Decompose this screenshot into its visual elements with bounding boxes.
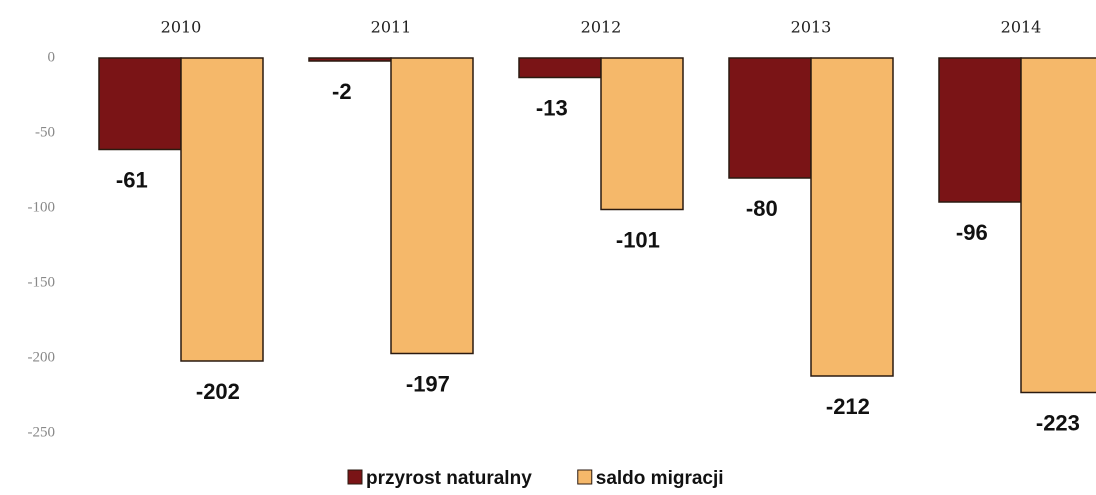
bar bbox=[390, 57, 474, 355]
data-label: -13 bbox=[536, 95, 568, 120]
legend-swatch bbox=[347, 469, 363, 485]
data-label: -223 bbox=[1036, 410, 1080, 435]
data-label: -96 bbox=[956, 220, 988, 245]
data-label: -101 bbox=[616, 227, 660, 252]
legend-label: saldo migracji bbox=[596, 468, 724, 489]
y-tick-label: -50 bbox=[35, 124, 55, 140]
y-tick-label: -250 bbox=[28, 424, 56, 440]
x-tick-label: 2013 bbox=[791, 18, 832, 37]
bar bbox=[1020, 57, 1096, 394]
y-tick-label: -200 bbox=[28, 349, 56, 365]
x-tick-label: 2010 bbox=[161, 18, 202, 37]
y-tick-label: -100 bbox=[28, 199, 56, 215]
data-label: -61 bbox=[116, 167, 148, 192]
x-tick-label: 2014 bbox=[1001, 18, 1042, 37]
y-tick-label: 0 bbox=[48, 49, 56, 65]
data-label: -202 bbox=[196, 379, 240, 404]
bar bbox=[180, 57, 264, 362]
bar bbox=[308, 57, 392, 62]
bar bbox=[938, 57, 1022, 203]
bar bbox=[728, 57, 812, 179]
data-label: -80 bbox=[746, 196, 778, 221]
data-label: -212 bbox=[826, 394, 870, 419]
legend-swatch bbox=[577, 469, 593, 485]
x-tick-label: 2012 bbox=[581, 18, 622, 37]
data-label: -197 bbox=[406, 371, 450, 396]
legend-label: przyrost naturalny bbox=[366, 468, 532, 489]
x-tick-label: 2011 bbox=[371, 18, 412, 37]
data-label: -2 bbox=[332, 79, 352, 104]
y-tick-label: -150 bbox=[28, 274, 56, 290]
bar bbox=[98, 57, 182, 151]
bar bbox=[600, 57, 684, 211]
bar bbox=[810, 57, 894, 377]
bar bbox=[518, 57, 602, 79]
